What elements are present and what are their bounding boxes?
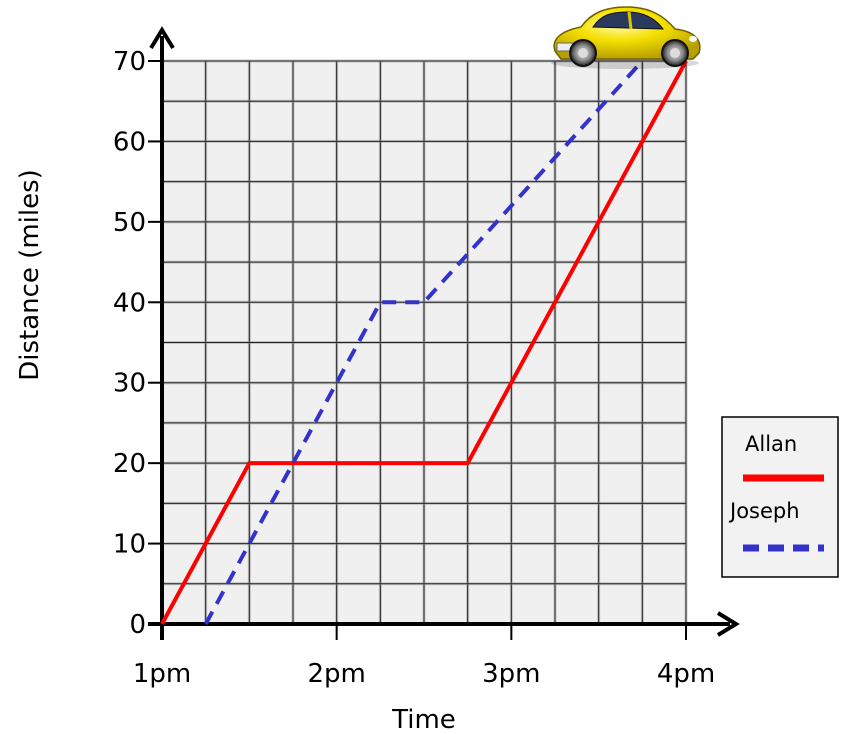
x-axis-title: Time [391,705,456,734]
x-axis-arrow [716,611,740,637]
series-line-allan [160,60,688,625]
y-tick-label: 70 [113,47,146,77]
y-tick-label: 20 [113,449,146,479]
y-tick-label: 40 [113,288,146,318]
y-tick-label: 10 [113,530,146,560]
y-tick-label: 60 [113,127,146,157]
y-tick-label: 50 [113,208,146,238]
tick-labels: 0 10 20 30 40 50 60 70 1pm 2pm 3pm 4pm [113,47,715,689]
legend-label-joseph: Joseph [728,499,800,523]
y-axis-arrow [149,26,175,50]
axes [148,26,740,640]
y-axis-title: Distance (miles) [15,169,45,381]
x-tick-label: 1pm [133,659,191,689]
yellow-car-icon [551,6,701,69]
x-tick-label: 2pm [307,659,365,689]
y-tick-label: 30 [113,369,146,399]
y-tick-label: 0 [129,610,146,640]
series-layer [160,59,688,625]
legend: Allan Joseph [721,416,839,578]
legend-label-allan: Allan [745,432,797,456]
x-tick-label: 4pm [657,659,715,689]
x-tick-label: 3pm [482,659,540,689]
